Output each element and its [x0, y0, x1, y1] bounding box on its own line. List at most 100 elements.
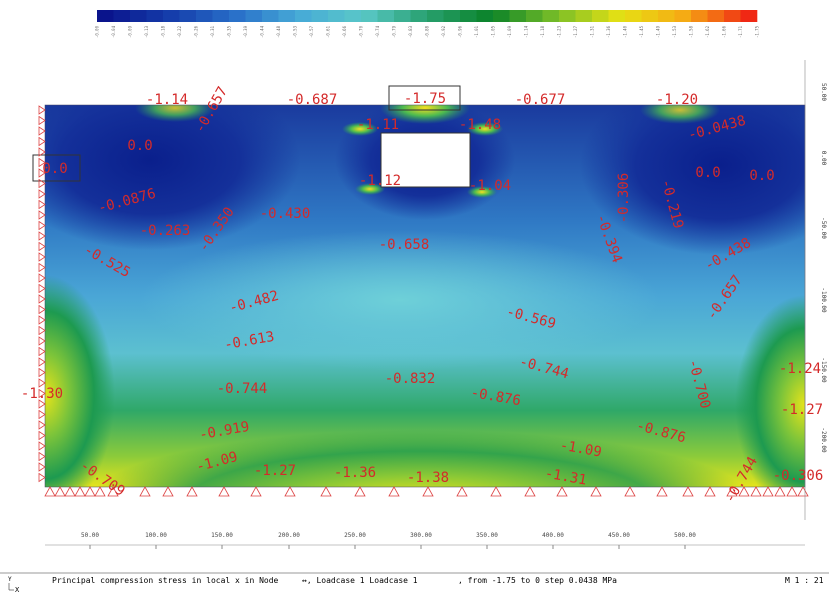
support [38, 399, 46, 409]
colorbar-label: -0.22 [177, 25, 182, 38]
colorbar-label: -1.53 [672, 25, 677, 38]
support [38, 409, 46, 420]
y-tick-label: 0.00 [820, 151, 827, 166]
colorbar-label: -1.36 [606, 25, 611, 38]
colorbar-label: -0.74 [375, 25, 380, 38]
colorbar-cell [641, 10, 659, 22]
colorbar-cell [163, 10, 180, 22]
colorbar-cell [113, 10, 131, 22]
support [38, 210, 46, 220]
colorbar-label: -1.14 [524, 25, 529, 38]
colorbar-label: -0.79 [392, 25, 397, 38]
contour-label: -1.14 [146, 92, 188, 108]
colorbar-label: -0.66 [342, 25, 347, 38]
support [38, 367, 46, 378]
contour-label: 0.0 [695, 165, 720, 181]
colorbar-cell [328, 10, 345, 22]
support [38, 115, 46, 126]
colorbar-label: -0.61 [326, 25, 331, 38]
support [162, 486, 174, 497]
colorbar-cell [179, 10, 197, 22]
colorbar-label: -1.01 [474, 25, 479, 38]
colorbar-cell [344, 10, 362, 22]
support [38, 451, 46, 462]
support [38, 357, 46, 367]
contour-label: -1.12 [359, 173, 401, 189]
support [354, 486, 366, 497]
y-tick-label: -100.00 [820, 287, 827, 313]
contour-label: -1.36 [334, 465, 376, 481]
support [797, 486, 809, 497]
support [38, 147, 46, 157]
support [320, 486, 332, 497]
support [38, 430, 46, 441]
colorbar-label: -0.31 [210, 25, 215, 38]
colorbar-label: -0.13 [144, 25, 149, 38]
colorbar-label: -0.18 [161, 25, 166, 38]
colorbar-label: -0.44 [260, 25, 265, 38]
support [38, 462, 46, 472]
colorbar-cell [592, 10, 609, 22]
colorbar-cell [526, 10, 543, 22]
support [738, 486, 750, 497]
colorbar-label: -0.53 [293, 25, 298, 38]
support [38, 126, 46, 136]
colorbar-label: -0.00 [95, 25, 100, 38]
support [38, 220, 46, 231]
support [656, 486, 668, 497]
contour-label: -0.306 [616, 173, 632, 224]
colorbar-cell [691, 10, 708, 22]
support [590, 486, 602, 497]
x-tick-label: 400.00 [542, 532, 564, 539]
support [38, 304, 46, 315]
x-tick-label: 300.00 [410, 532, 432, 539]
colorbar-cell [460, 10, 477, 22]
colorbar-label: -1.58 [689, 25, 694, 38]
contour-label: -1.09 [559, 438, 603, 461]
colorbar-label: -0.48 [276, 25, 281, 38]
colorbar-label: -1.31 [590, 25, 595, 38]
support [38, 189, 46, 199]
colorbar-label: -1.40 [623, 25, 628, 38]
support [74, 486, 86, 497]
contour-label: -1.38 [407, 470, 449, 486]
contour-label: -1.27 [781, 402, 823, 418]
colorbar-cell [278, 10, 296, 22]
support [38, 283, 46, 294]
contour-label: -0.687 [287, 92, 338, 108]
status-scale: M 1 : 21 [785, 576, 824, 585]
x-tick-label: 200.00 [278, 532, 300, 539]
colorbar-label: -1.18 [540, 25, 545, 38]
colorbar-label: -0.26 [194, 25, 199, 38]
support [750, 486, 762, 497]
colorbar-cell [707, 10, 725, 22]
colorbar-label: -1.62 [705, 25, 710, 38]
colorbar-cell [625, 10, 642, 22]
support [38, 241, 46, 252]
supports [38, 105, 809, 497]
colorbar-cell [377, 10, 395, 22]
colorbar-cell [262, 10, 279, 22]
support [38, 420, 46, 430]
colorbar-label: -1.66 [722, 25, 727, 38]
contour-label: -0.677 [515, 92, 566, 108]
colorbar-cell [443, 10, 461, 22]
colorbar-cell [361, 10, 378, 22]
colorbar-cell [212, 10, 230, 22]
support [38, 325, 46, 336]
support [38, 136, 46, 147]
support [726, 486, 738, 497]
support [38, 199, 46, 210]
colorbar-cell [740, 10, 758, 22]
colorbar-label: -0.39 [243, 25, 248, 38]
support [44, 486, 56, 497]
contour-label: -1.11 [357, 117, 399, 133]
contour-label: -1.20 [656, 92, 698, 108]
support [624, 486, 636, 497]
support [456, 486, 468, 497]
colorbar-label: -1.23 [557, 25, 562, 38]
colorbar-cell [493, 10, 510, 22]
axis-x: X [15, 586, 20, 592]
colorbar-cell [559, 10, 576, 22]
